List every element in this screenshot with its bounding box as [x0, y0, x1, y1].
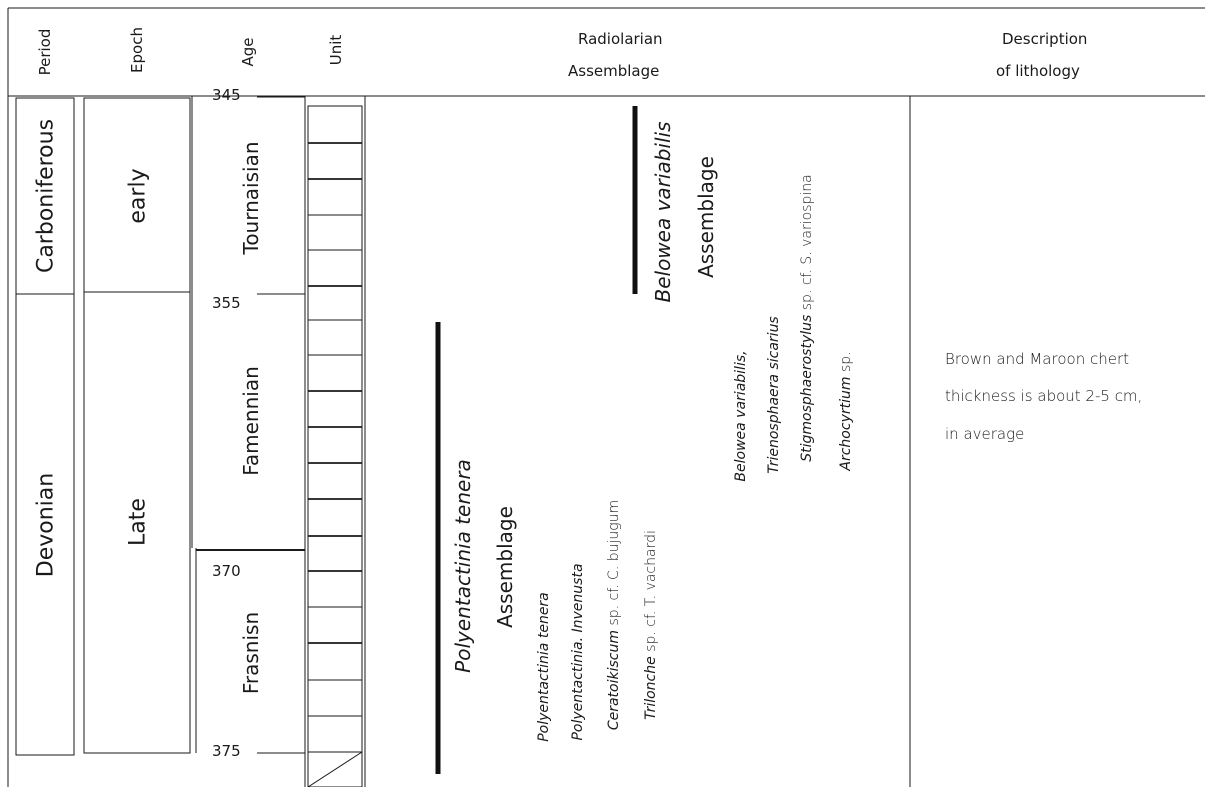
lithology-line-1: Brown and Maroon chert [945, 350, 1129, 368]
age-frasnisn: Frasnisn [239, 611, 263, 695]
period-box-devonian [15, 293, 75, 756]
belowea-species-3: Stigmosphaerostylus sp. cf. S. variospin… [799, 174, 815, 462]
header-period: Period [36, 28, 54, 76]
header-epoch: Epoch [128, 27, 146, 73]
age-tick-label-370: 370 [212, 562, 241, 580]
unit-diagonal [307, 751, 363, 787]
period-devonian: Devonian [33, 472, 59, 578]
age-tournaisian: Tournaisian [239, 141, 263, 255]
epoch-late: Late [125, 498, 151, 546]
period-carboniferous: Carboniferous [33, 118, 59, 274]
unit-beds [308, 142, 362, 753]
polyentactinia-species-4: Trilonche sp. cf. T. vachardi [643, 530, 659, 720]
polyentactinia-species-3: Ceratoikiscum sp. cf. C. bujugum [606, 499, 622, 731]
polyentactinia-species-1: Polyentactinia tenera [536, 592, 552, 742]
polyentactinia-assemblage-name: Polyentactinia tenera [451, 459, 475, 673]
belowea-species-2: Trienosphaera sicarius [766, 316, 782, 474]
age-tick-label-345: 345 [212, 86, 241, 104]
belowea-species-4: Archocyrtium sp. [838, 351, 854, 471]
polyentactinia-assemblage-label: Assemblage [493, 506, 517, 628]
header-unit: Unit [327, 34, 345, 66]
age-famennian: Famennian [239, 366, 263, 476]
polyentactinia-species-2: Polyentactinia. Invenusta [570, 563, 586, 741]
belowea-assemblage-label: Assemblage [694, 156, 718, 278]
header-description-line1: Description [1002, 30, 1088, 48]
age-tick-label-355: 355 [212, 294, 241, 312]
epoch-box-late [83, 291, 191, 754]
header-radiolarian-line2: Assemblage [568, 62, 660, 80]
belowea-assemblage-name: Belowea variabilis [651, 121, 675, 303]
lithology-line-2: thickness is about 2-5 cm, [945, 387, 1143, 405]
age-tick-label-375: 375 [212, 742, 241, 760]
epoch-early: early [125, 168, 151, 224]
lithology-line-3: in average [945, 425, 1025, 443]
header-age: Age [239, 37, 257, 67]
header-description-line2: of lithology [996, 62, 1080, 80]
header-radiolarian-line1: Radiolarian [578, 30, 663, 48]
unit-inner-box [307, 105, 363, 787]
belowea-species-1: Belowea variabilis, [733, 350, 749, 482]
